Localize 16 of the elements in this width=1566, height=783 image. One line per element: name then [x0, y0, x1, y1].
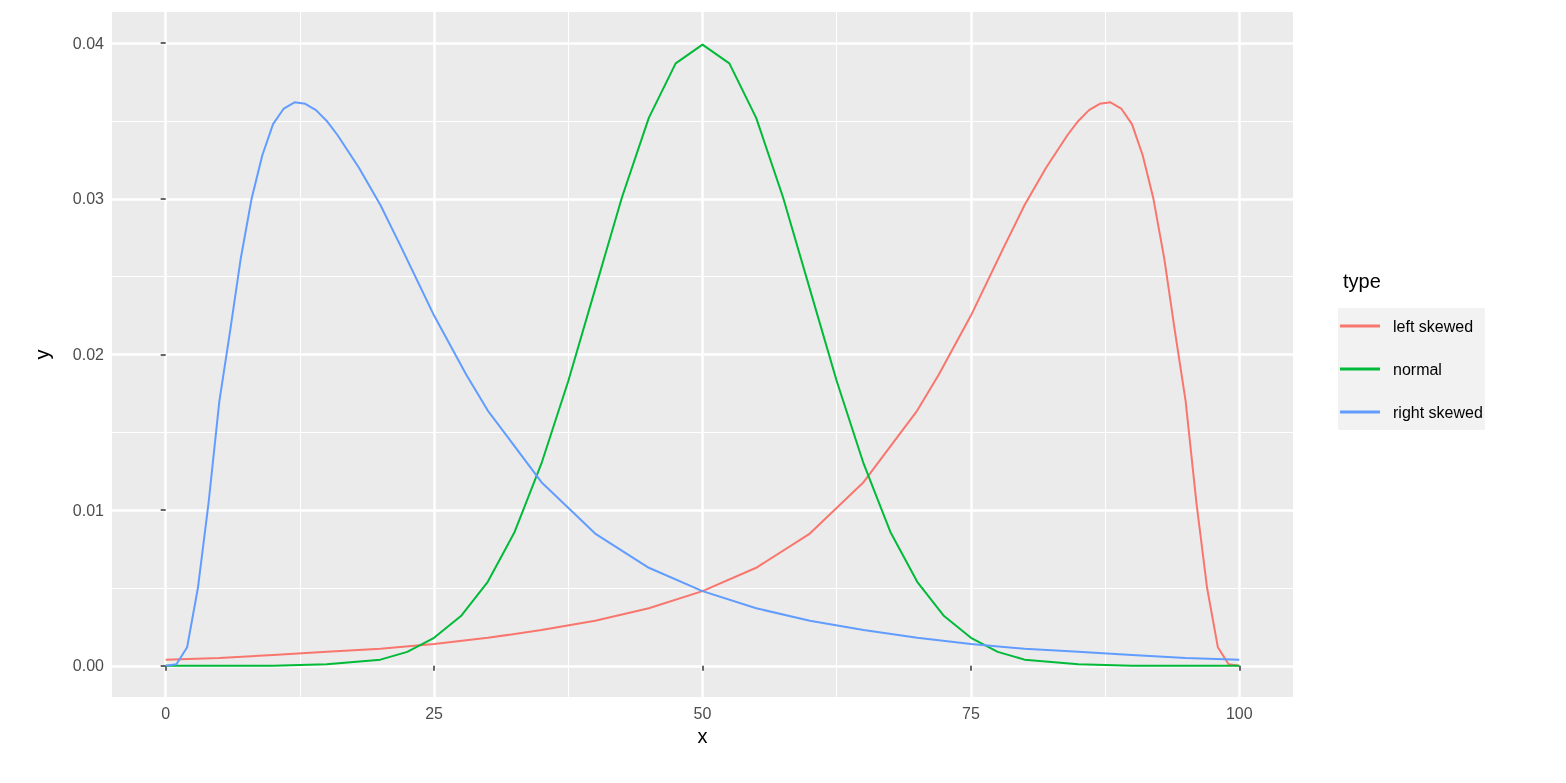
legend-title: type [1343, 270, 1381, 292]
y-tick-label: 0.04 [72, 34, 105, 52]
x-tick-label: 50 [693, 704, 712, 722]
y-tick-label: 0.00 [72, 657, 105, 675]
y-tick-label: 0.02 [72, 346, 105, 363]
y-tick-label: 0.03 [72, 190, 105, 208]
y-tick-label: 0.01 [72, 501, 105, 519]
y-axis-title: y [31, 349, 53, 360]
legend-label: right skewed [1393, 403, 1483, 421]
legend-label: left skewed [1393, 317, 1474, 335]
x-axis-title: x [697, 724, 708, 747]
x-tick-label: 25 [425, 704, 444, 722]
x-tick-label: 0 [161, 704, 171, 722]
legend-label: normal [1393, 360, 1442, 378]
x-tick-label: 100 [1225, 704, 1253, 722]
x-tick-label: 75 [962, 704, 980, 722]
